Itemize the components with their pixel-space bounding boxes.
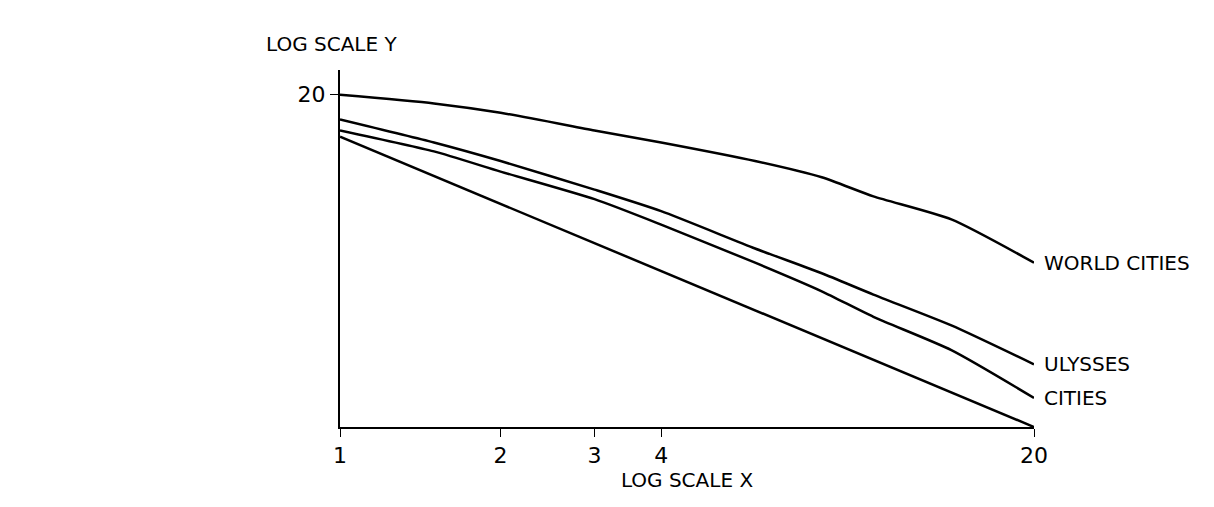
svg-text:4: 4: [654, 443, 668, 468]
svg-text:CITIES: CITIES: [1044, 386, 1107, 410]
svg-text:ULYSSES: ULYSSES: [1044, 352, 1130, 376]
svg-text:20: 20: [1020, 443, 1048, 468]
svg-text:20: 20: [298, 82, 326, 107]
svg-text:2: 2: [494, 443, 508, 468]
svg-text:WORLD CITIES: WORLD CITIES: [1044, 251, 1190, 275]
svg-text:LOG SCALE Y: LOG SCALE Y: [266, 32, 398, 56]
svg-text:LOG SCALE X: LOG SCALE X: [621, 468, 754, 492]
svg-text:3: 3: [588, 443, 602, 468]
svg-text:1: 1: [333, 443, 347, 468]
